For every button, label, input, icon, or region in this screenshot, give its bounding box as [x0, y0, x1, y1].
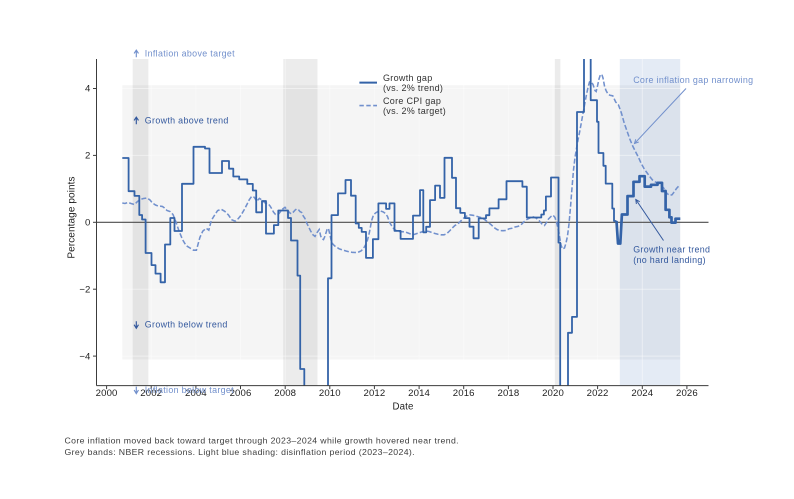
svg-text:2006: 2006 [230, 388, 252, 399]
svg-text:Growth near trend: Growth near trend [633, 245, 710, 255]
svg-text:2024: 2024 [631, 388, 653, 399]
svg-text:4: 4 [85, 84, 91, 95]
svg-text:−2: −2 [79, 284, 90, 295]
svg-text:Inflation above target: Inflation above target [145, 49, 235, 59]
svg-text:(vs. 2% target): (vs. 2% target) [383, 106, 446, 116]
svg-text:2008: 2008 [274, 388, 296, 399]
svg-text:2014: 2014 [408, 388, 430, 399]
svg-text:2002: 2002 [140, 388, 162, 399]
svg-text:Core inflation gap narrowing: Core inflation gap narrowing [633, 75, 753, 85]
svg-text:2004: 2004 [185, 388, 207, 399]
svg-text:2016: 2016 [453, 388, 475, 399]
svg-text:2010: 2010 [319, 388, 341, 399]
svg-text:Core CPI gap: Core CPI gap [383, 96, 441, 106]
svg-text:−4: −4 [79, 351, 91, 362]
svg-text:2026: 2026 [676, 388, 698, 399]
svg-text:Inflation below target: Inflation below target [145, 385, 234, 395]
svg-text:2020: 2020 [542, 388, 564, 399]
svg-text:Growth gap: Growth gap [383, 73, 433, 83]
svg-text:2012: 2012 [363, 388, 385, 399]
svg-text:2022: 2022 [587, 388, 609, 399]
svg-text:(no hard landing): (no hard landing) [633, 255, 706, 265]
svg-text:Date: Date [392, 402, 413, 413]
svg-text:Grey bands: NBER recessions. L: Grey bands: NBER recessions. Light blue … [65, 447, 415, 457]
svg-text:Growth above trend: Growth above trend [145, 116, 229, 126]
svg-text:0: 0 [85, 218, 90, 229]
svg-text:Percentage points: Percentage points [66, 176, 77, 258]
svg-text:Core inflation moved back towa: Core inflation moved back toward target … [65, 436, 459, 446]
svg-text:(vs. 2% trend): (vs. 2% trend) [383, 83, 443, 93]
svg-text:2: 2 [85, 151, 90, 162]
svg-text:2000: 2000 [96, 388, 118, 399]
svg-text:Growth below trend: Growth below trend [145, 320, 228, 330]
svg-text:2018: 2018 [497, 388, 519, 399]
